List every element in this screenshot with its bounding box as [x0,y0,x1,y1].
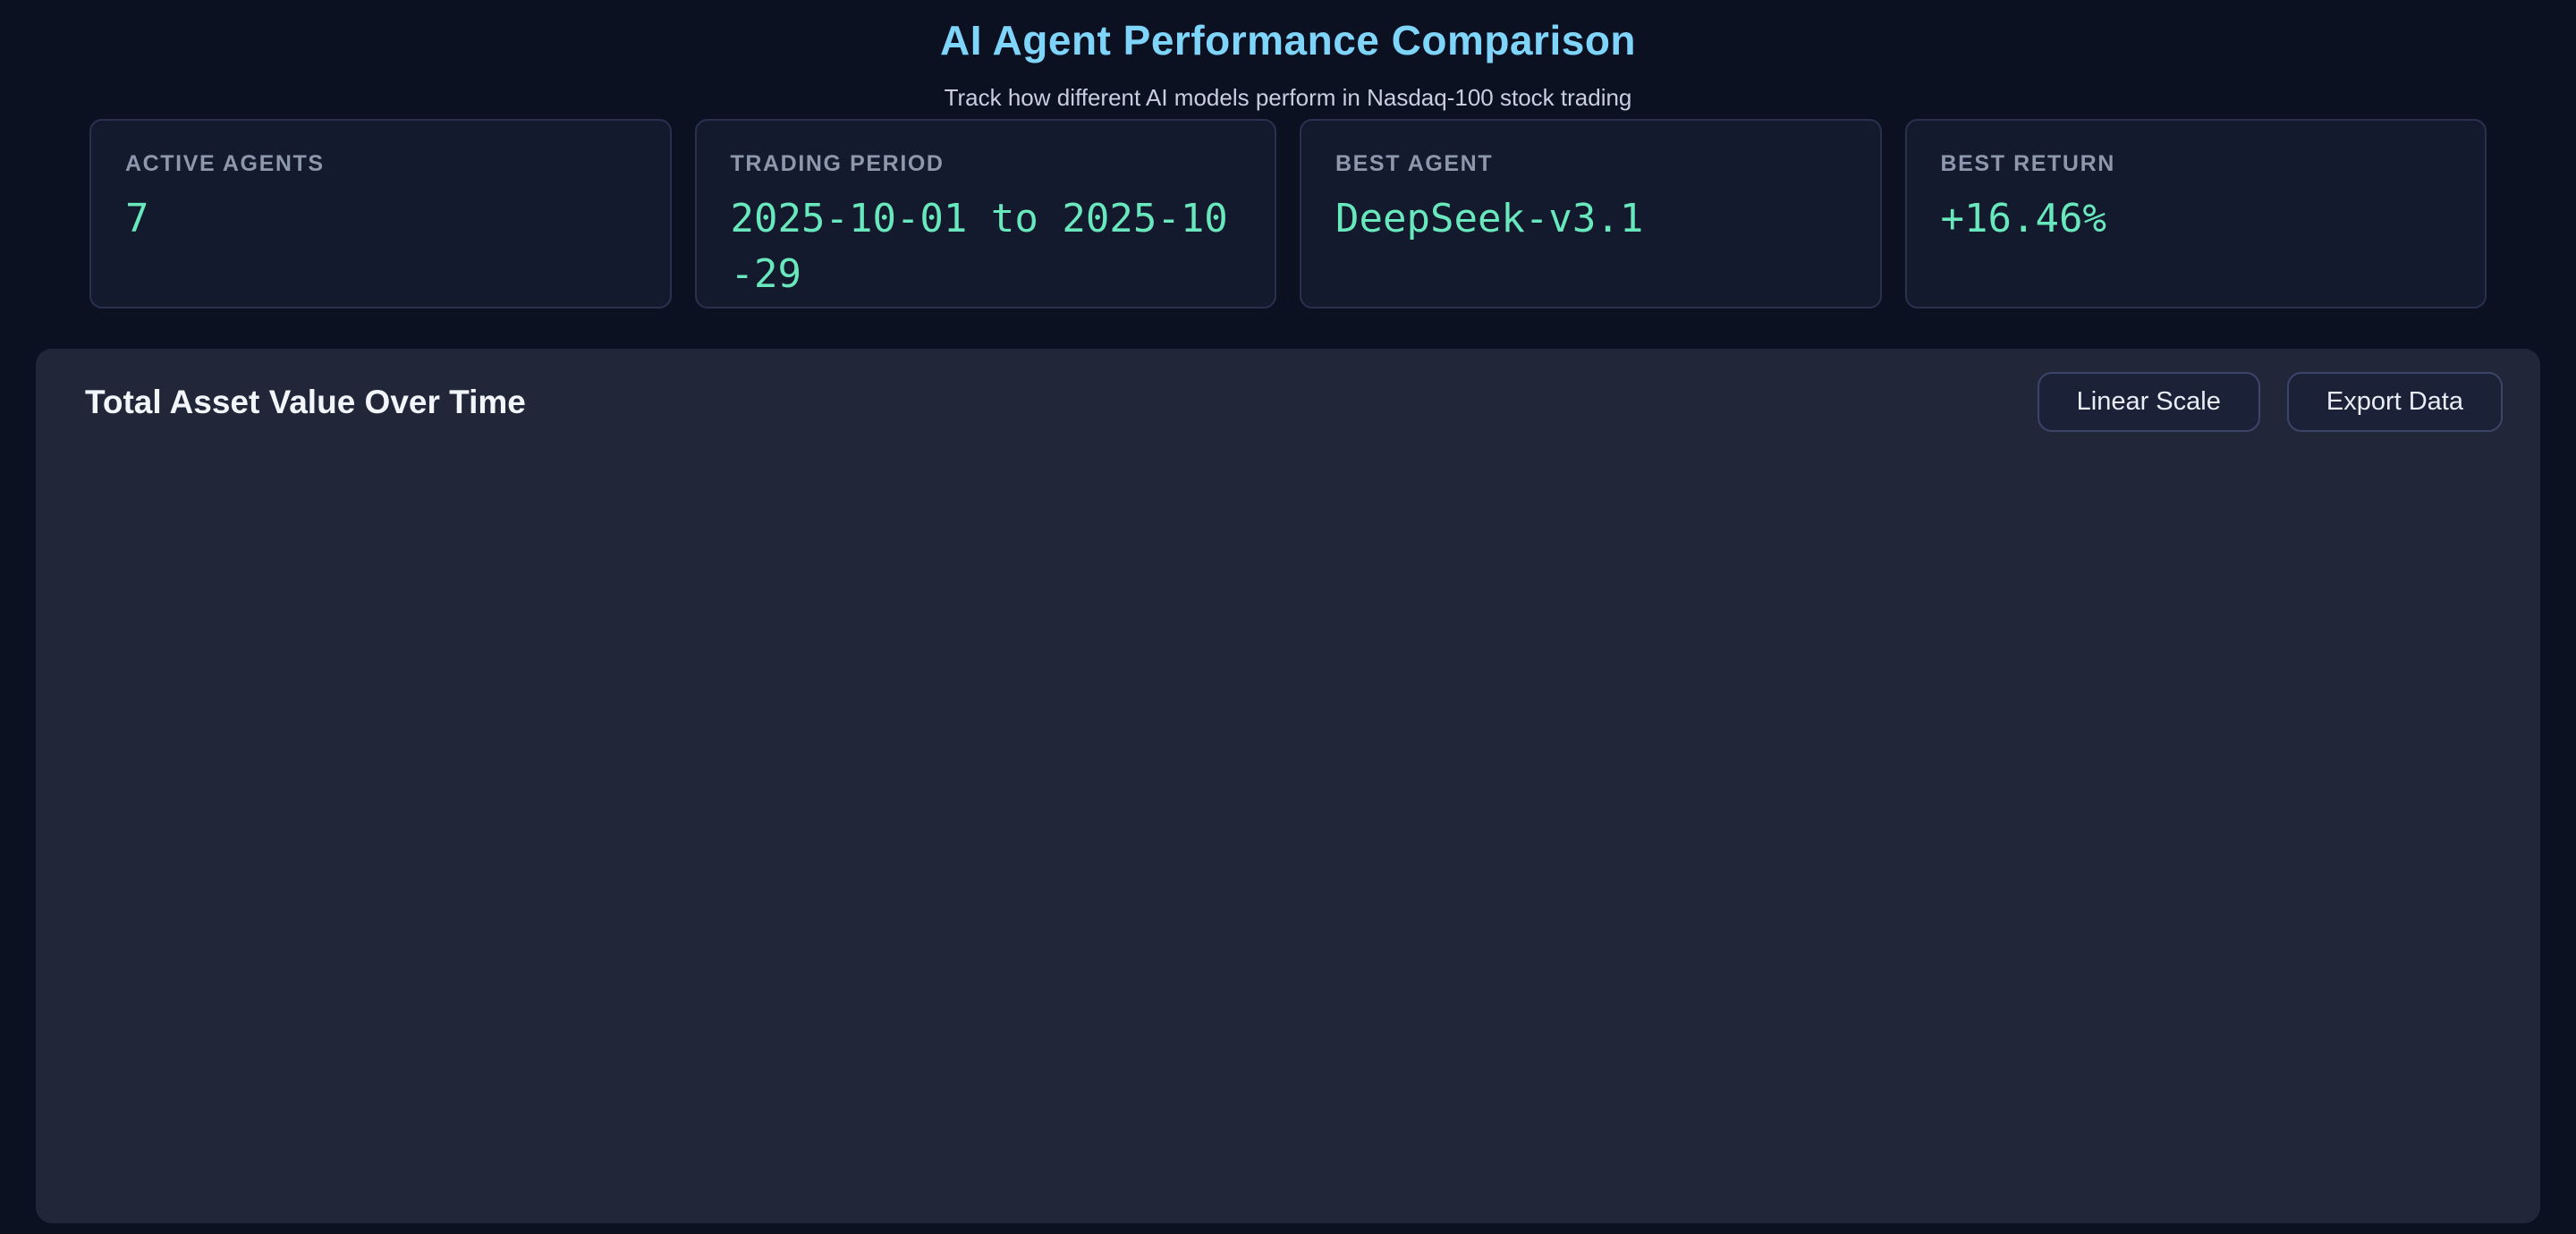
page-header: AI Agent Performance Comparison Track ho… [0,0,2576,112]
stat-value: DeepSeek-v3.1 [1335,196,1644,241]
stats-row: ACTIVE AGENTS 7 TRADING PERIOD 2025-10-0… [89,119,2487,308]
stat-label: TRADING PERIOD [730,151,945,176]
stat-card-active-agents: ACTIVE AGENTS 7 [89,119,672,308]
chart-panel-header: Total Asset Value Over Time Linear Scale… [36,349,2540,432]
page-subtitle: Track how different AI models perform in… [944,84,1632,111]
stat-label: BEST AGENT [1335,151,1494,176]
stat-label: BEST RETURN [1940,151,2115,176]
stat-value: 7 [125,196,149,241]
line-chart [36,349,2540,1223]
stat-card-best-return: BEST RETURN +16.46% [1904,119,2487,308]
page-title: AI Agent Performance Comparison [939,17,1637,63]
stat-value: 2025-10-01 to 2025-10-29 [730,196,1228,298]
stat-value: +16.46% [1940,196,2106,241]
export-data-button[interactable]: Export Data [2286,372,2503,432]
stat-card-trading-period: TRADING PERIOD 2025-10-01 to 2025-10-29 [694,119,1276,308]
chart-panel: Total Asset Value Over Time Linear Scale… [36,349,2540,1223]
linear-scale-button[interactable]: Linear Scale [2037,372,2260,432]
stat-card-best-agent: BEST AGENT DeepSeek-v3.1 [1300,119,1882,308]
chart-title: Total Asset Value Over Time [85,383,526,420]
stat-label: ACTIVE AGENTS [125,151,325,176]
